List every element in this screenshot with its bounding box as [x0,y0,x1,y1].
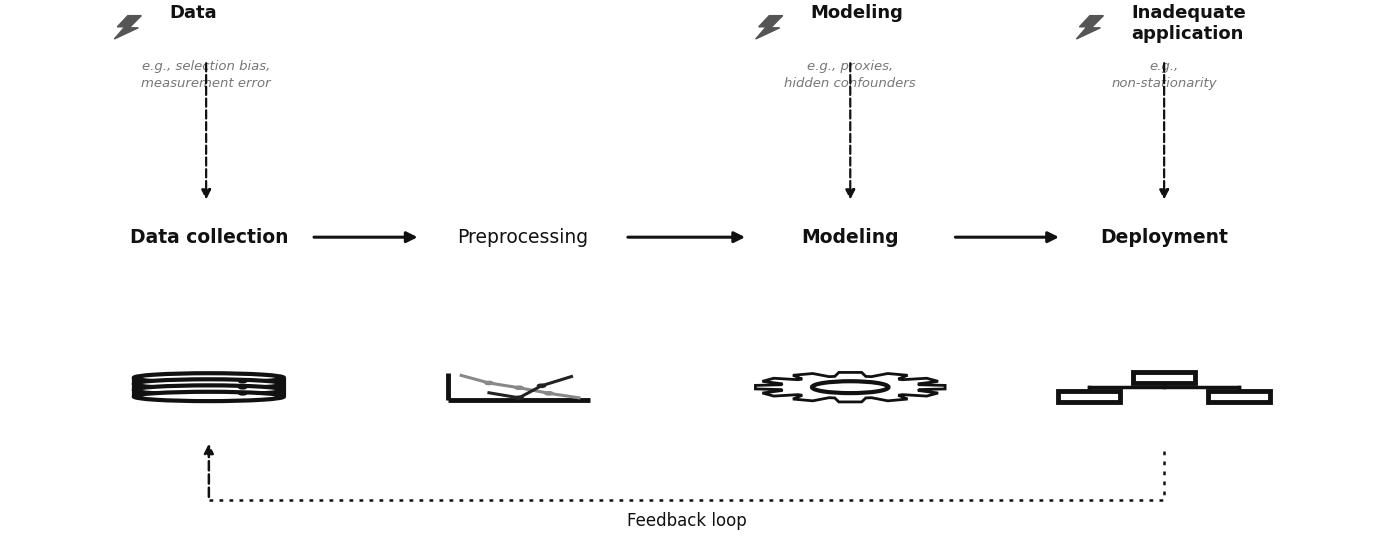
Polygon shape [114,16,141,39]
Ellipse shape [133,379,284,388]
Polygon shape [1076,16,1104,39]
Text: Modeling: Modeling [802,228,899,246]
Ellipse shape [133,373,284,382]
Ellipse shape [811,381,888,393]
Polygon shape [755,16,783,39]
Ellipse shape [133,392,284,401]
Text: Deployment: Deployment [1100,228,1227,246]
Circle shape [238,392,247,395]
Ellipse shape [133,385,284,395]
Circle shape [515,396,523,399]
Text: Data collection: Data collection [129,228,288,246]
Circle shape [537,384,545,387]
FancyBboxPatch shape [1208,391,1270,402]
Bar [133,378,284,384]
Text: Feedback loop: Feedback loop [626,512,747,530]
Text: e.g., selection bias,
measurement error: e.g., selection bias, measurement error [141,60,270,90]
Text: e.g., proxies,
hidden confounders: e.g., proxies, hidden confounders [784,60,916,90]
Circle shape [515,386,523,390]
Circle shape [238,380,247,384]
Text: Inadequate
application: Inadequate application [1131,4,1247,43]
Text: Data: Data [169,4,217,22]
Circle shape [545,392,553,395]
FancyBboxPatch shape [1134,373,1195,383]
Circle shape [485,381,493,385]
Text: e.g.,
non-stationarity: e.g., non-stationarity [1111,60,1216,90]
Bar [133,384,284,391]
Text: Preprocessing: Preprocessing [457,228,588,246]
FancyBboxPatch shape [1059,391,1120,402]
Text: Modeling: Modeling [810,4,903,22]
Polygon shape [755,373,945,402]
Circle shape [238,386,247,390]
